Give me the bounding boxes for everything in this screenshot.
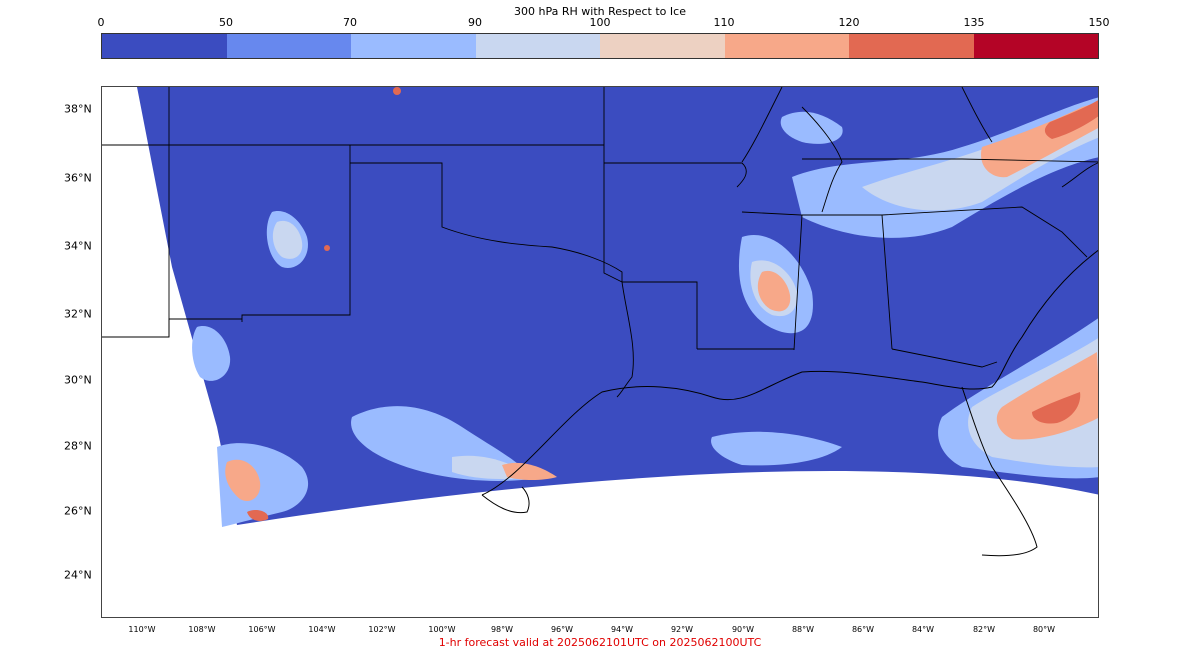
- lon-label: 92°W: [670, 625, 694, 634]
- lon-label: 88°W: [791, 625, 815, 634]
- colorbar-tick-label: 70: [343, 16, 357, 29]
- colorbar-segment: [849, 34, 974, 58]
- lat-label: 26°N: [64, 504, 92, 518]
- lon-label: 84°W: [911, 625, 935, 634]
- colorbar-segment: [973, 34, 1098, 58]
- colorbar-segment: [724, 34, 849, 58]
- lat-label: 38°N: [64, 102, 92, 116]
- map-panel: [101, 86, 1099, 618]
- colorbar-tick-label: 150: [1088, 16, 1110, 29]
- colorbar-tick-label: 100: [589, 16, 611, 29]
- state-borders: [102, 87, 1098, 398]
- colorbar-segment: [600, 34, 725, 58]
- lat-label: 36°N: [64, 171, 92, 185]
- colorbar-tick-label: 120: [838, 16, 860, 29]
- lon-label: 100°W: [428, 625, 456, 634]
- colorbar-segment: [475, 34, 600, 58]
- lat-label: 28°N: [64, 439, 92, 453]
- colorbar-segment: [102, 34, 227, 58]
- lon-label: 98°W: [490, 625, 514, 634]
- rh-contours-120-150: [247, 87, 1098, 521]
- lat-label: 24°N: [64, 568, 92, 582]
- colorbar: [101, 33, 1099, 59]
- map-svg: [102, 87, 1098, 557]
- colorbar-title: 300 hPa RH with Respect to Ice: [514, 5, 686, 18]
- forecast-valid-text: 1-hr forecast valid at 2025062101UTC on …: [438, 636, 762, 649]
- lon-label: 86°W: [851, 625, 875, 634]
- lon-label: 108°W: [188, 625, 216, 634]
- lon-label: 90°W: [731, 625, 755, 634]
- colorbar-segment: [226, 34, 351, 58]
- lon-label: 80°W: [1032, 625, 1056, 634]
- lat-label: 34°N: [64, 239, 92, 253]
- colorbar-segment: [351, 34, 476, 58]
- lon-label: 104°W: [308, 625, 336, 634]
- lat-label: 30°N: [64, 373, 92, 387]
- colorbar-tick-label: 90: [468, 16, 482, 29]
- colorbar-tick-label: 0: [97, 16, 105, 29]
- colorbar-tick-label: 50: [219, 16, 233, 29]
- lon-label: 94°W: [610, 625, 634, 634]
- colorbar-tick-label: 110: [713, 16, 735, 29]
- lon-label: 96°W: [550, 625, 574, 634]
- coastline: [481, 249, 1098, 557]
- lon-label: 82°W: [972, 625, 996, 634]
- lat-label: 32°N: [64, 307, 92, 321]
- colorbar-tick-label: 135: [963, 16, 985, 29]
- lon-label: 106°W: [248, 625, 276, 634]
- lon-label: 110°W: [128, 625, 156, 634]
- lon-label: 102°W: [368, 625, 396, 634]
